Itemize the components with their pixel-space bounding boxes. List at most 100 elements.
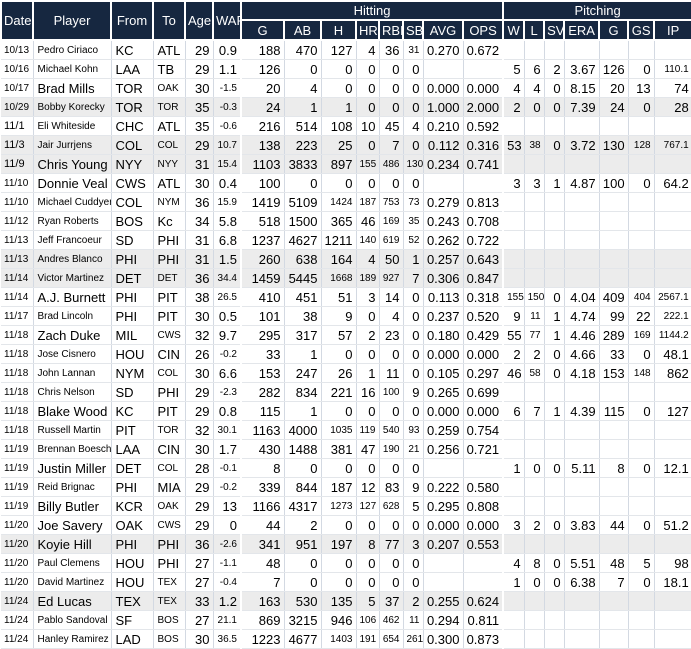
cell-hitting-ab: 247 [284, 363, 322, 383]
cell-date: 11/18 [1, 420, 34, 440]
cell-age: 27 [185, 572, 214, 592]
cell-war: 13 [213, 496, 242, 516]
cell-hitting-sb: 4 [403, 116, 424, 136]
cell-hitting-avg: 0.256 [423, 439, 464, 459]
cell-pitching-ip [654, 382, 691, 402]
cell-to: PHI [153, 553, 186, 573]
cell-pitching-l [524, 534, 545, 554]
cell-hitting-ab: 1488 [284, 439, 322, 459]
cell-hitting-rbi: 619 [379, 230, 404, 250]
cell-pitching-era [564, 40, 600, 60]
table-row: 11/18 Chris Nelson SD PHI 29 -2.3 282 834 221 16 1… [1, 382, 691, 402]
cell-hitting-sb: 11 [403, 610, 424, 630]
cell-pitching-l: 3 [524, 173, 545, 193]
cell-hitting-h: 0 [321, 173, 357, 193]
cell-pitching-ip: 48.1 [654, 344, 691, 364]
cell-pitching-w [502, 477, 525, 497]
cell-to: COL [153, 135, 186, 155]
cell-pitching-era [564, 420, 600, 440]
cell-player: Michael Cuddyer [33, 192, 112, 212]
cell-hitting-ops [463, 173, 504, 193]
cell-hitting-h: 0 [321, 515, 357, 535]
cell-hitting-rbi: 4 [379, 306, 404, 326]
cell-date: 10/16 [1, 59, 34, 79]
table-header: Date Player From To Age WAR Hitting Pitc… [0, 0, 691, 41]
cell-pitching-l [524, 382, 545, 402]
cell-hitting-rbi: 7 [379, 135, 404, 155]
cell-hitting-ops: 0.592 [463, 116, 504, 136]
cell-age: 34 [185, 211, 214, 231]
cell-hitting-hr: 0 [356, 306, 380, 326]
cell-pitching-gs: 0 [628, 97, 655, 117]
cell-hitting-avg: 0.257 [423, 249, 464, 269]
cell-war: 21.1 [213, 610, 242, 630]
cell-age: 35 [185, 97, 214, 117]
cell-player: Blake Wood [33, 401, 112, 421]
cell-to: BOS [153, 610, 186, 630]
cell-date: 11/17 [1, 306, 34, 326]
cell-pitching-sv: 1 [544, 325, 565, 345]
cell-hitting-avg: 0.306 [423, 268, 464, 288]
cell-hitting-rbi: 36 [379, 40, 404, 60]
cell-hitting-hr: 106 [356, 610, 380, 630]
cell-date: 11/14 [1, 268, 34, 288]
cell-date: 11/10 [1, 173, 34, 193]
cell-from: COL [111, 192, 154, 212]
cell-hitting-g: 163 [240, 591, 285, 611]
cell-age: 31 [185, 154, 214, 174]
cell-to: CIN [153, 439, 186, 459]
cell-pitching-w [502, 268, 525, 288]
cell-from: TOR [111, 78, 154, 98]
cell-date: 11/24 [1, 591, 34, 611]
cell-hitting-sb: 0 [403, 97, 424, 117]
col-header-war: WAR [212, 0, 242, 41]
cell-to: OAK [153, 78, 186, 98]
cell-age: 31 [185, 230, 214, 250]
cell-hitting-h: 135 [321, 591, 357, 611]
cell-pitching-ip [654, 116, 691, 136]
cell-pitching-w [502, 116, 525, 136]
cell-hitting-avg: 0.222 [423, 477, 464, 497]
cell-hitting-hr: 8 [356, 534, 380, 554]
cell-pitching-gs [628, 116, 655, 136]
cell-from: HOU [111, 553, 154, 573]
cell-pitching-g [599, 249, 629, 269]
cell-hitting-rbi: 77 [379, 534, 404, 554]
cell-player: Brad Lincoln [33, 306, 112, 326]
cell-pitching-sv: 0 [544, 553, 565, 573]
cell-pitching-era [564, 439, 600, 459]
cell-war: 15.4 [213, 154, 242, 174]
cell-pitching-ip [654, 192, 691, 212]
cell-pitching-ip: 110.1 [654, 59, 691, 79]
cell-hitting-ops: 0.000 [463, 515, 504, 535]
cell-date: 11/20 [1, 553, 34, 573]
cell-pitching-sv [544, 534, 565, 554]
cell-war: -0.1 [213, 458, 242, 478]
cell-hitting-avg [423, 59, 464, 79]
cell-pitching-w: 2 [502, 97, 525, 117]
cell-pitching-l [524, 192, 545, 212]
cell-hitting-hr: 47 [356, 439, 380, 459]
table-row: 11/12 Ryan Roberts BOS Kc 34 5.8 518 1500 365 46 1… [1, 211, 691, 231]
cell-hitting-avg [423, 173, 464, 193]
cell-hitting-hr: 1 [356, 363, 380, 383]
cell-hitting-ops: 0.000 [463, 78, 504, 98]
cell-pitching-l: 6 [524, 59, 545, 79]
cell-hitting-hr: 127 [356, 496, 380, 516]
cell-to: COL [153, 458, 186, 478]
cell-pitching-era: 4.87 [564, 173, 600, 193]
cell-to: PIT [153, 401, 186, 421]
cell-pitching-era [564, 534, 600, 554]
cell-hitting-sb: 35 [403, 211, 424, 231]
cell-hitting-g: 1419 [240, 192, 285, 212]
cell-hitting-ops: 0.741 [463, 154, 504, 174]
cell-hitting-rbi: 0 [379, 515, 404, 535]
cell-hitting-hr: 155 [356, 154, 380, 174]
cell-pitching-sv [544, 192, 565, 212]
cell-war: 10.7 [213, 135, 242, 155]
cell-to: PIT [153, 306, 186, 326]
cell-hitting-g: 7 [240, 572, 285, 592]
cell-pitching-g: 8 [599, 458, 629, 478]
cell-date: 11/18 [1, 325, 34, 345]
